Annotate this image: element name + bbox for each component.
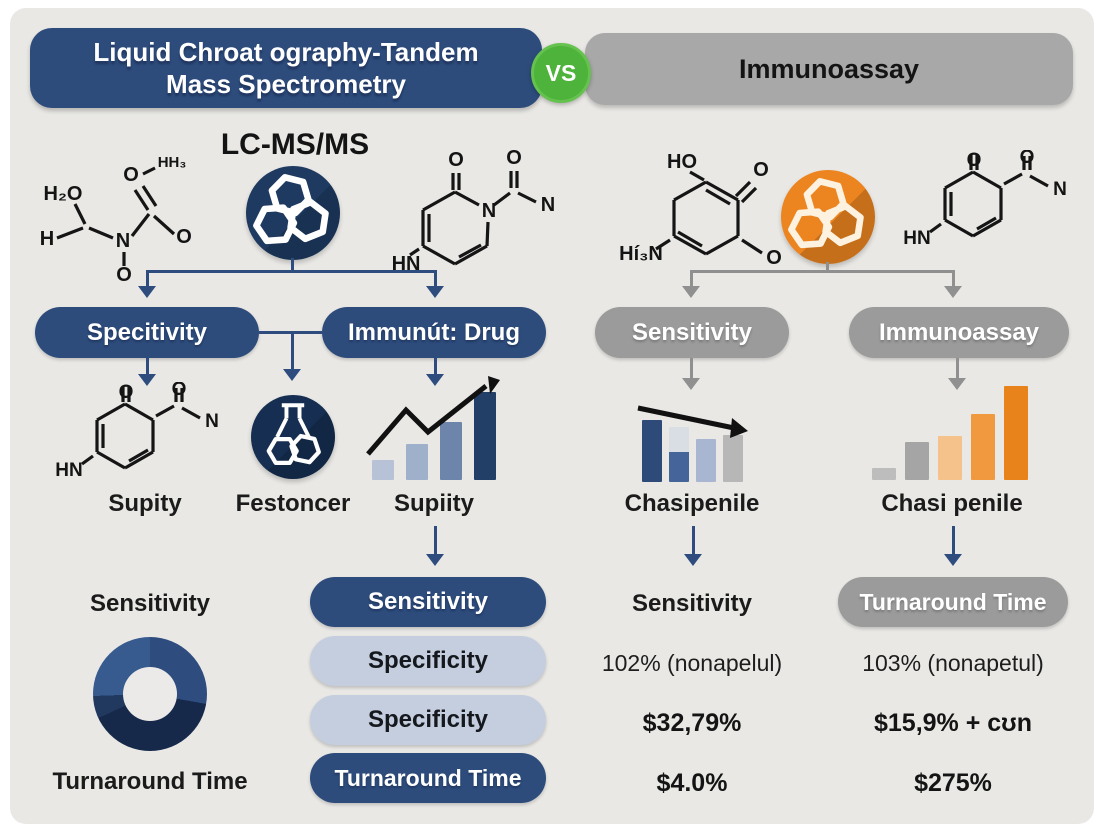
col4-value-2: $15,9% + cʊn — [874, 709, 1032, 737]
svg-text:O: O — [119, 382, 134, 403]
svg-text:HH₃: HH₃ — [158, 154, 187, 171]
down-arrow-icon — [426, 526, 444, 566]
down-trend-arrow-icon — [637, 405, 748, 438]
connector-line — [259, 331, 322, 334]
up-trend-arrow-icon — [366, 376, 500, 456]
svg-text:Hí₃N: Hí₃N — [619, 243, 663, 265]
stack-pill-specificity-2: Specificity — [310, 695, 546, 745]
lcms-title: LC-MS/MS — [220, 128, 370, 161]
down-arrow-icon — [426, 270, 444, 298]
connector-line — [690, 270, 952, 273]
svg-text:HN: HN — [903, 228, 930, 249]
svg-text:N: N — [482, 200, 496, 222]
molecule-structure-supity: O O N HN — [55, 382, 219, 481]
trend-up-chart-icon — [372, 385, 496, 480]
col3-value-2: $32,79% — [642, 709, 742, 737]
down-arrow-icon — [944, 526, 962, 566]
svg-text:O: O — [123, 164, 139, 186]
svg-text:HN: HN — [55, 460, 82, 481]
svg-text:N: N — [1053, 179, 1067, 200]
svg-text:O: O — [967, 150, 982, 171]
label-supity: Supity — [108, 490, 182, 517]
metric-turnaround-time: Turnaround Time — [52, 768, 248, 795]
molecule-structure-left-1: H₂O O HH₃ H N O O — [40, 154, 192, 283]
svg-text:HN: HN — [393, 253, 420, 275]
lcms-header-banner: Liquid Chroat ography-Tandem Mass Spectr… — [30, 28, 542, 108]
label-festoncer: Festoncer — [235, 490, 351, 517]
immunoassay-header-banner: Immunoassay — [585, 33, 1073, 105]
metric-sensitivity: Sensitivity — [89, 590, 211, 617]
svg-text:O: O — [116, 264, 132, 283]
svg-text:HO: HO — [667, 151, 697, 173]
svg-text:N: N — [205, 411, 219, 432]
pill-specitivity: Specitivity — [35, 307, 259, 358]
col4-value-3: $275% — [914, 769, 992, 797]
down-arrow-icon — [138, 270, 156, 298]
trend-down-chart-icon — [642, 418, 743, 482]
svg-text:O: O — [448, 149, 464, 171]
pill-immunut-drug: Immunút: Drug — [322, 307, 546, 358]
stack-pill-turnaround-time: Turnaround Time — [310, 753, 546, 803]
down-arrow-icon — [944, 270, 962, 298]
col4-value-1: 103% (nonapetul) — [862, 650, 1044, 676]
col4-pill-turnaround-time: Turnaround Time — [838, 577, 1068, 627]
lcms-header-text: Liquid Chroat ography-Tandem Mass Spectr… — [93, 37, 479, 99]
molecule-structure-right-1: HO O O Hí₃N — [619, 151, 782, 269]
vs-badge: VS — [531, 43, 591, 103]
svg-text:O: O — [1020, 150, 1035, 168]
down-arrow-icon — [948, 358, 966, 390]
connector-line — [291, 258, 294, 272]
svg-text:O: O — [753, 159, 769, 181]
pill-immunoassay-right: Immunoassay — [849, 307, 1069, 358]
molecule-structure-right-2: O O N HN — [903, 150, 1067, 249]
svg-text:O: O — [506, 147, 522, 169]
pill-sensitivity-right: Sensitivity — [595, 307, 789, 358]
svg-text:O: O — [766, 247, 782, 269]
stack-pill-sensitivity: Sensitivity — [310, 577, 546, 627]
turnaround-donut-chart — [93, 637, 207, 751]
connector-line — [826, 262, 829, 272]
down-arrow-icon — [426, 358, 444, 386]
stack-pill-specificity-1: Specificity — [310, 636, 546, 686]
down-arrow-icon — [682, 358, 700, 390]
molecule-cluster-icon-blue — [246, 166, 340, 260]
flask-icon — [251, 395, 335, 479]
molecule-structure-left-2: O O N N HN — [393, 147, 555, 275]
down-arrow-icon — [138, 358, 156, 386]
label-chasi-penile: Chasi penile — [881, 490, 1023, 517]
col3-value-1: 102% (nonapelul) — [601, 650, 783, 676]
label-chasipenile: Chasipenile — [624, 490, 760, 517]
svg-text:H₂O: H₂O — [44, 183, 83, 205]
ascending-orange-chart-icon — [872, 386, 1028, 480]
svg-text:N: N — [541, 194, 555, 216]
svg-text:N: N — [116, 230, 130, 252]
label-supiity: Supiity — [393, 490, 474, 517]
molecule-cluster-icon-orange — [781, 170, 875, 264]
svg-text:H: H — [40, 228, 54, 250]
col3-heading: Sensitivity — [631, 590, 753, 617]
connector-line — [146, 270, 436, 273]
down-arrow-icon — [684, 526, 702, 566]
down-arrow-icon — [283, 333, 301, 381]
col3-value-3: $4.0% — [656, 769, 728, 797]
down-arrow-icon — [682, 270, 700, 298]
svg-text:O: O — [172, 382, 187, 400]
svg-text:O: O — [176, 226, 192, 248]
